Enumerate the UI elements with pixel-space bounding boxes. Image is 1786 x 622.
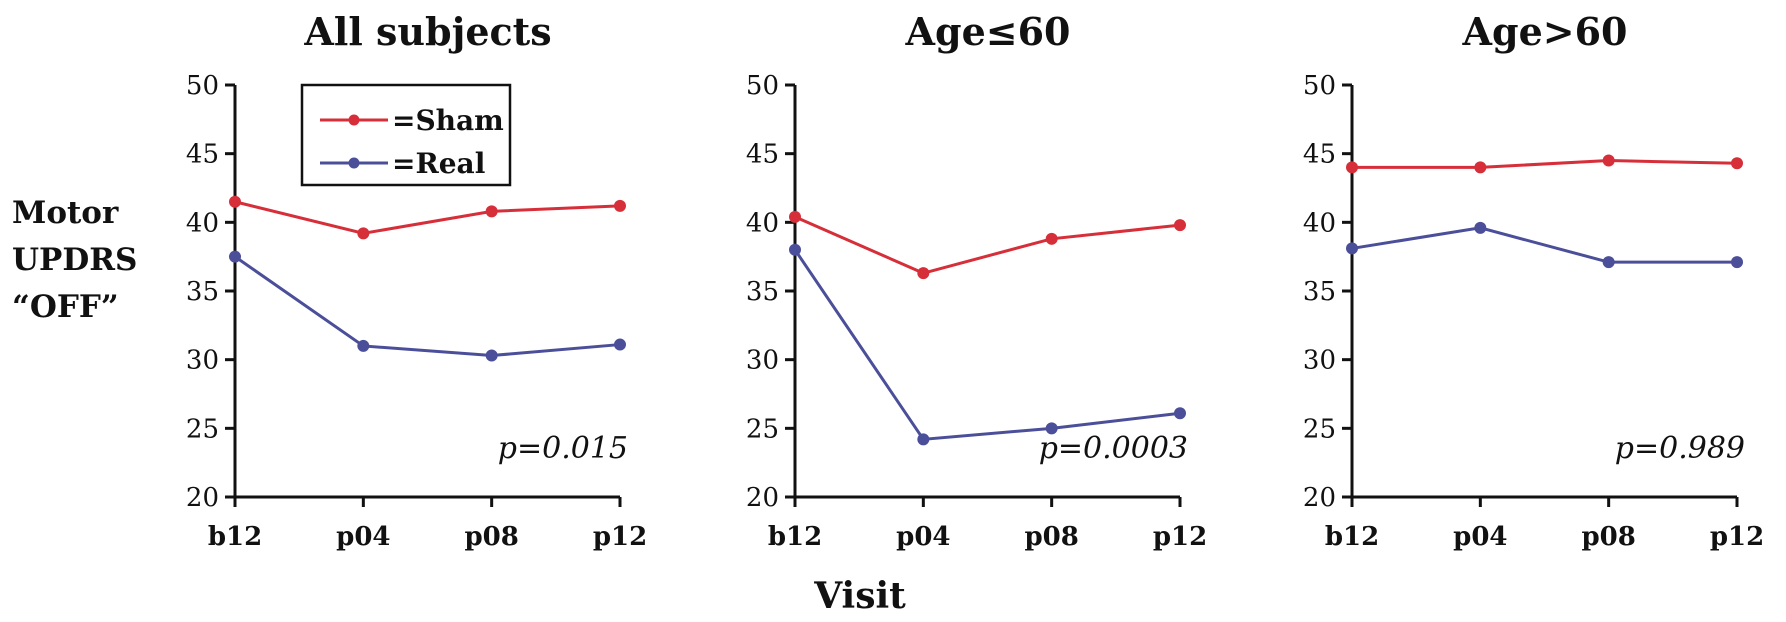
data-point-real xyxy=(1731,256,1743,269)
panel-1: All subjects 20 25 30 35 40 45 50 b12 p04 p08 p12 p=… xyxy=(186,9,647,552)
x-tick-label: p08 xyxy=(1581,522,1635,552)
p-value-annotation: p=0.015 xyxy=(498,431,628,466)
y-tick-label: 35 xyxy=(1303,277,1336,307)
legend-label-real: =Real xyxy=(392,147,485,180)
series-line-sham xyxy=(234,200,621,235)
data-point-real xyxy=(357,339,370,352)
x-tick-label: b12 xyxy=(208,522,262,552)
data-point-sham xyxy=(485,205,498,218)
x-tick-label: p12 xyxy=(1710,522,1764,552)
data-point-sham xyxy=(1045,232,1058,245)
data-point-sham xyxy=(614,199,626,212)
data-point-real xyxy=(1174,407,1186,420)
x-tick-label: b12 xyxy=(768,522,822,552)
y-tick-label: 25 xyxy=(746,414,779,444)
y-tick-label: 40 xyxy=(746,208,779,238)
data-point-sham xyxy=(917,267,930,280)
series-line-real xyxy=(793,248,1181,441)
series-real xyxy=(1346,221,1743,269)
x-tick-label: p08 xyxy=(464,522,518,552)
data-point-sham xyxy=(1174,219,1186,232)
y-axis-label-line-1: Motor xyxy=(12,195,119,231)
y-tick-label: 50 xyxy=(1303,71,1336,101)
y-tick-label: 20 xyxy=(746,483,779,513)
data-point-real xyxy=(614,338,626,351)
data-point-sham xyxy=(357,227,370,240)
series-line-real xyxy=(234,255,621,358)
series-sham xyxy=(1346,154,1743,174)
data-point-sham xyxy=(1346,161,1358,174)
data-point-real xyxy=(1346,242,1358,255)
data-point-real xyxy=(1474,221,1487,234)
data-point-real xyxy=(917,433,930,446)
y-tick-label: 40 xyxy=(1303,208,1336,238)
data-point-real xyxy=(485,349,498,362)
data-point-sham xyxy=(1474,161,1487,174)
y-axis-label: Motor UPDRS “OFF” xyxy=(12,195,137,325)
y-tick-label: 30 xyxy=(746,346,779,376)
legend-label-sham: =Sham xyxy=(392,104,504,137)
x-tick-label: p12 xyxy=(1153,522,1207,552)
series-sham xyxy=(229,195,626,240)
p-value-annotation: p=0.0003 xyxy=(1039,431,1188,466)
y-tick-label: 50 xyxy=(746,71,779,101)
panel-title: Age≤60 xyxy=(905,9,1071,54)
p-value-annotation: p=0.989 xyxy=(1615,431,1745,466)
panel-3: Age>60 20 25 30 35 40 45 50 b12 p04 p08 p12 p=0.989 xyxy=(1303,9,1764,552)
y-tick-label: 45 xyxy=(186,140,219,170)
x-tick-label: p12 xyxy=(593,522,647,552)
panel-title: All subjects xyxy=(303,9,551,54)
data-point-real xyxy=(789,243,801,256)
data-point-sham xyxy=(1731,157,1743,170)
x-tick-label: p04 xyxy=(336,522,390,552)
data-point-sham xyxy=(1602,154,1615,167)
y-tick-label: 50 xyxy=(186,71,219,101)
x-tick-label: p04 xyxy=(896,522,950,552)
x-tick-label: p04 xyxy=(1453,522,1507,552)
x-axis-label: Visit xyxy=(813,575,906,617)
y-tick-label: 45 xyxy=(746,140,779,170)
y-tick-label: 20 xyxy=(186,483,219,513)
y-tick-label: 35 xyxy=(746,277,779,307)
y-tick-label: 25 xyxy=(1303,414,1336,444)
data-point-sham xyxy=(789,210,801,223)
series-line-sham xyxy=(794,215,1181,275)
legend-box xyxy=(300,83,512,187)
series-real xyxy=(229,250,626,362)
series-line-sham xyxy=(1352,159,1738,169)
y-tick-label: 45 xyxy=(1303,140,1336,170)
panels: All subjects 20 25 30 35 40 45 50 b12 p04 p08 p12 p=… xyxy=(186,9,1764,552)
y-tick-label: 30 xyxy=(186,346,219,376)
y-axis-label-line-2: UPDRS xyxy=(12,242,137,278)
data-point-sham xyxy=(229,195,241,208)
legend: =Sham =Real xyxy=(300,83,512,187)
series-sham xyxy=(789,210,1186,280)
data-point-real xyxy=(1045,422,1058,435)
series-line-real xyxy=(1351,226,1737,264)
panel-2: Age≤60 20 25 30 35 40 45 50 b12 p04 p08 p12 p=0.0003 xyxy=(746,9,1207,552)
legend-marker-sham xyxy=(348,114,360,126)
y-tick-label: 20 xyxy=(1303,483,1336,513)
legend-item-sham: =Sham xyxy=(320,104,504,137)
panel-title: Age>60 xyxy=(1462,9,1628,54)
series-real xyxy=(789,243,1186,446)
y-axis-label-line-3: “OFF” xyxy=(12,289,119,325)
data-point-real xyxy=(229,250,241,263)
legend-item-real: =Real xyxy=(320,147,485,180)
legend-marker-real xyxy=(348,157,360,169)
y-tick-label: 25 xyxy=(186,414,219,444)
x-tick-label: b12 xyxy=(1325,522,1379,552)
x-tick-label: p08 xyxy=(1024,522,1078,552)
y-tick-label: 40 xyxy=(186,208,219,238)
data-point-real xyxy=(1602,256,1615,269)
y-tick-label: 35 xyxy=(186,277,219,307)
y-tick-label: 30 xyxy=(1303,346,1336,376)
